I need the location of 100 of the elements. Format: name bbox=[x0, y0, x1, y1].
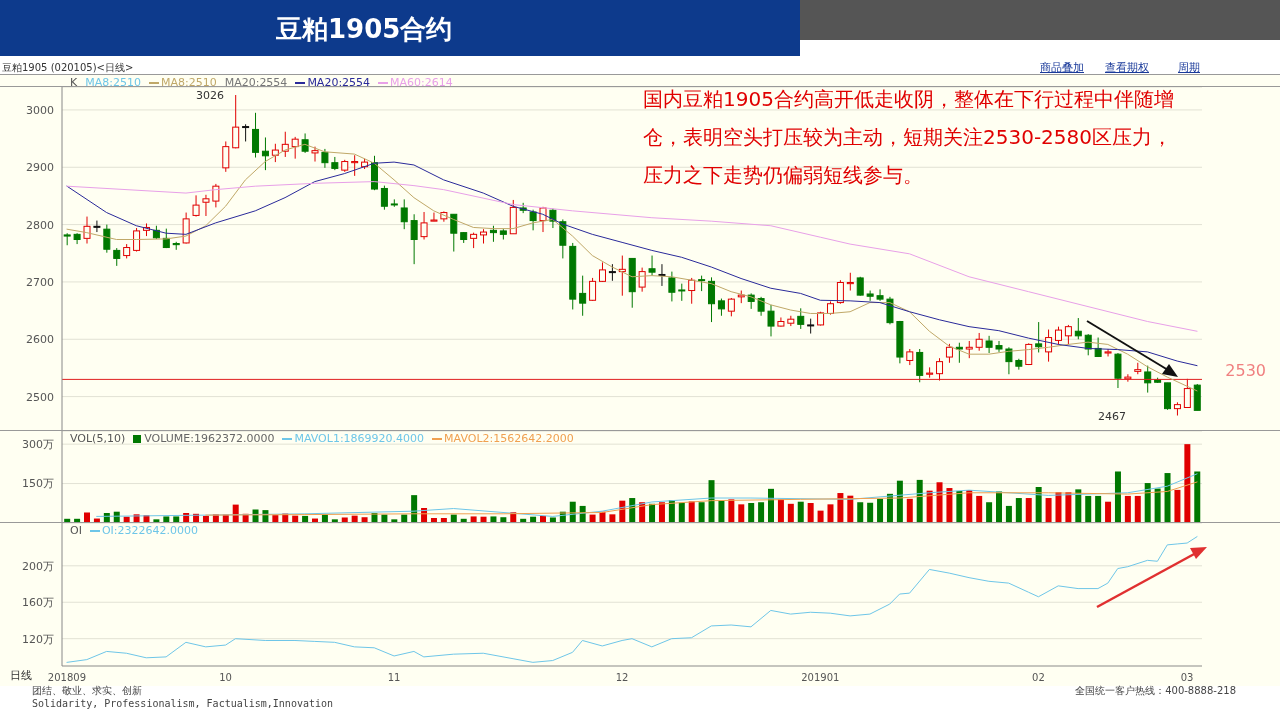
candlestick bbox=[936, 357, 944, 382]
y-tick-label: 120万 bbox=[22, 632, 54, 646]
candlestick bbox=[311, 146, 319, 163]
candlestick bbox=[420, 211, 428, 241]
candlestick bbox=[202, 194, 210, 217]
bar bbox=[1114, 471, 1121, 523]
x-tick-label: 02 bbox=[1032, 672, 1045, 684]
text: Solidarity, Professionalism, Factualism,Innovation bbox=[32, 698, 334, 709]
candlestick bbox=[83, 216, 91, 245]
candlestick bbox=[1074, 317, 1082, 340]
bar bbox=[857, 502, 864, 523]
candlestick bbox=[945, 343, 953, 364]
text: 周期 bbox=[1178, 60, 1200, 75]
bar bbox=[827, 504, 834, 523]
candlestick bbox=[252, 112, 260, 159]
legend-title: K bbox=[70, 76, 78, 89]
legend-label: VOLUME:1962372.0000 bbox=[144, 432, 275, 445]
bar bbox=[1184, 444, 1191, 523]
candlestick bbox=[658, 263, 666, 287]
y-tick-label: 200万 bbox=[22, 559, 54, 573]
candlestick bbox=[916, 348, 924, 383]
bar bbox=[936, 482, 943, 523]
bar bbox=[678, 502, 685, 523]
bar bbox=[470, 516, 477, 523]
bar bbox=[163, 516, 170, 523]
y-tick-label: 2600 bbox=[26, 333, 54, 347]
x-tick-label: 201901 bbox=[801, 672, 840, 684]
bar bbox=[490, 516, 497, 523]
bar bbox=[718, 500, 725, 523]
candlestick bbox=[589, 277, 597, 302]
line-series bbox=[66, 536, 1198, 663]
candlestick bbox=[232, 94, 240, 149]
candlestick bbox=[192, 194, 200, 218]
bar bbox=[748, 503, 755, 523]
candlestick bbox=[400, 198, 408, 230]
annotation: 3026 bbox=[196, 89, 224, 102]
candlestick bbox=[1124, 373, 1132, 383]
candlestick bbox=[1005, 346, 1013, 375]
candlestick bbox=[985, 335, 993, 354]
x-axis-title: 日线 bbox=[10, 668, 32, 683]
bar bbox=[807, 503, 814, 523]
bar bbox=[758, 502, 765, 523]
candlestick bbox=[1144, 365, 1152, 394]
x-tick-label: 10 bbox=[219, 672, 232, 684]
bar bbox=[1124, 495, 1131, 523]
bar bbox=[976, 495, 983, 523]
annotation: MA8:2510 bbox=[85, 76, 141, 89]
bar bbox=[549, 517, 556, 523]
candlestick bbox=[430, 212, 438, 222]
bar bbox=[1015, 498, 1022, 523]
candlestick bbox=[638, 267, 646, 293]
candlestick bbox=[103, 224, 111, 254]
x-tick-label: 11 bbox=[387, 672, 401, 684]
candlestick bbox=[708, 276, 716, 323]
bar bbox=[173, 516, 180, 523]
ref-line-label: 2530 bbox=[1225, 361, 1266, 381]
bar bbox=[1144, 483, 1151, 523]
y-tick-label: 2700 bbox=[26, 275, 54, 289]
text: 团结、敬业、求实、创新 bbox=[32, 684, 142, 698]
candlestick bbox=[668, 271, 676, 302]
bar bbox=[1105, 501, 1112, 523]
annotation: 国内豆粕1905合约高开低走收阴，整体在下行过程中伴随增仓，表明空头打压较为主动，短期关注2530-2580区压力，压力之下走势仍偏弱短线参与。 bbox=[643, 86, 1175, 189]
legend-label: MAVOL1:1869920.4000 bbox=[294, 432, 425, 445]
bar bbox=[1095, 495, 1102, 523]
bar bbox=[1164, 473, 1171, 523]
bar bbox=[1035, 486, 1042, 523]
x-tick-label: 03 bbox=[1180, 672, 1194, 684]
x-tick-label: 12 bbox=[615, 672, 629, 684]
candlestick bbox=[410, 213, 418, 265]
line-series bbox=[205, 481, 1198, 516]
candlestick bbox=[1035, 321, 1043, 353]
chart-title: 豆粕1905合约 bbox=[276, 13, 453, 46]
candlestick bbox=[93, 220, 101, 233]
text: 查看期权 bbox=[1105, 60, 1149, 75]
text: 商品叠加 bbox=[1040, 60, 1084, 75]
bar bbox=[1005, 505, 1012, 523]
legend-title: OI bbox=[70, 524, 82, 537]
candlestick bbox=[261, 136, 269, 171]
bar bbox=[1154, 488, 1161, 523]
legend-label: MA8:2510 bbox=[160, 76, 217, 89]
bar bbox=[768, 488, 775, 523]
legend-title: VOL(5,10) bbox=[70, 432, 126, 445]
y-tick-label: 2500 bbox=[26, 390, 54, 404]
y-tick-label: 300万 bbox=[22, 438, 54, 452]
chart-subtitle: 豆粕1905 (020105)<日线> bbox=[2, 61, 134, 75]
bar bbox=[797, 501, 804, 523]
y-tick-label: 150万 bbox=[22, 477, 54, 491]
annotation: 2467 bbox=[1098, 410, 1126, 423]
legend-label: MA60:2614 bbox=[390, 76, 453, 89]
bar bbox=[837, 493, 844, 523]
bar bbox=[877, 498, 884, 523]
candlestick bbox=[73, 232, 81, 245]
bar bbox=[867, 502, 874, 523]
candlestick bbox=[271, 143, 279, 163]
candlestick bbox=[1183, 378, 1191, 408]
candlestick bbox=[955, 342, 963, 364]
bar bbox=[1025, 498, 1032, 523]
candlestick bbox=[995, 340, 1003, 353]
candlestick bbox=[321, 148, 329, 169]
annotation: MA20:2554 bbox=[224, 76, 288, 89]
